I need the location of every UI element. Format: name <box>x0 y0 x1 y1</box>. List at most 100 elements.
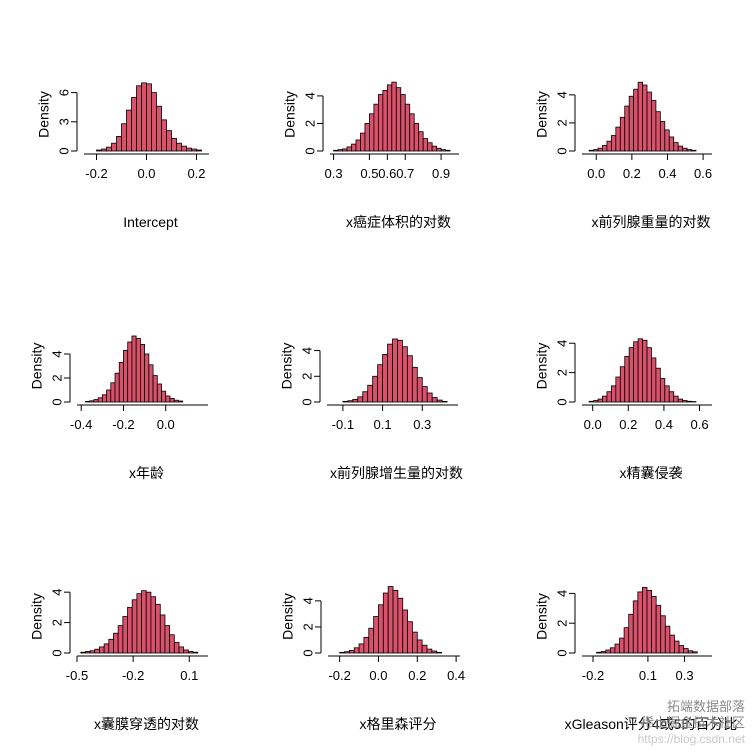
x-tick-label: 0.0 <box>137 166 155 181</box>
histogram-bar <box>668 391 675 403</box>
x-tick-label: 0.4 <box>655 417 673 432</box>
x-axis-title: x格里森评分 <box>360 716 437 732</box>
histogram-bar <box>123 349 129 403</box>
histogram-bar <box>173 641 180 654</box>
histogram-bar <box>151 92 157 152</box>
histogram-bar <box>412 631 418 654</box>
x-tick-label: 0.2 <box>619 417 637 432</box>
histogram-bar <box>171 137 177 152</box>
histogram-bar <box>440 149 446 152</box>
histogram-bar <box>397 339 403 403</box>
histogram-bar <box>99 646 105 654</box>
histogram-bar <box>593 400 599 403</box>
histogram-bar <box>406 355 413 403</box>
x-tick-label: 0.6 <box>690 417 708 432</box>
histogram-bar <box>114 372 120 403</box>
histogram-bar <box>633 88 639 152</box>
y-axis-title: Density <box>534 343 550 390</box>
x-tick-label: 0.7 <box>396 166 414 181</box>
histogram-bar <box>387 586 394 654</box>
x-axis-title: xGleason评分4或5的百分比 <box>565 716 738 732</box>
y-tick-label: 2 <box>554 119 569 126</box>
histogram-bar <box>416 639 423 654</box>
histogram-bar <box>427 142 433 152</box>
watermark-line2: 稀土掘金技术社区 <box>640 715 745 730</box>
histogram-bar <box>610 385 617 403</box>
histogram-bar <box>436 651 442 654</box>
histogram-bar <box>402 609 408 654</box>
histogram-bar <box>421 644 428 654</box>
x-tick-label: 0.1 <box>180 668 198 683</box>
histogram-bar <box>615 376 621 403</box>
histogram-bar <box>344 651 350 654</box>
histogram-bar <box>691 149 697 152</box>
histogram-bar <box>445 149 451 152</box>
histogram-panel-1: -0.2 0.0 0.2 0 3 6 Density Intercept <box>36 82 209 230</box>
histogram-bar <box>628 347 635 403</box>
y-axis-title: Density <box>534 593 550 640</box>
histogram-bar <box>382 90 388 152</box>
histogram-bar <box>673 142 679 152</box>
x-tick-label: 0.2 <box>623 166 641 181</box>
x-tick-label: 0.4 <box>447 668 465 683</box>
histogram-bar <box>161 390 167 403</box>
histogram-bar <box>692 651 698 654</box>
histogram-bar <box>436 399 443 403</box>
x-tick-label: -0.2 <box>582 668 604 683</box>
histogram-bar <box>395 87 402 152</box>
histogram-bar <box>682 147 688 152</box>
y-tick-label: 2 <box>49 374 64 381</box>
histogram-bar <box>431 650 438 654</box>
histogram-bar <box>411 366 418 403</box>
histogram-bar <box>355 139 361 152</box>
histogram-bar <box>686 400 692 403</box>
histogram-bar <box>422 138 429 152</box>
histogram-bar <box>358 643 365 654</box>
histogram-bar <box>333 149 339 152</box>
histogram-bar <box>357 396 364 403</box>
histogram-bar <box>191 148 197 152</box>
histogram-bar <box>409 113 415 152</box>
histogram-bar <box>382 592 389 654</box>
histogram-bar <box>682 400 688 403</box>
y-tick-label: 4 <box>554 340 569 347</box>
x-tick-label: 0.3 <box>325 166 343 181</box>
histogram-bar <box>619 116 626 152</box>
histogram-bar <box>131 335 137 403</box>
histogram-bar <box>651 100 657 152</box>
histogram-bar <box>145 591 152 654</box>
histogram-bar <box>431 397 438 403</box>
histogram-bar <box>144 353 150 403</box>
y-tick-label: 0 <box>302 147 317 154</box>
histogram-bar <box>588 149 594 152</box>
histogram-panel-3: 0.0 0.2 0.4 0.6 0 2 4 Density x前列腺重量的对数 <box>534 81 712 230</box>
histogram-bar <box>655 367 661 403</box>
histogram-bar <box>110 382 116 403</box>
y-tick-label: 4 <box>49 589 64 596</box>
histogram-bar <box>146 83 152 152</box>
histogram-bar <box>668 136 675 152</box>
histogram-bar <box>628 613 634 654</box>
histogram-bar <box>597 147 603 152</box>
histogram-bar <box>673 395 679 403</box>
x-axis-title: x前列腺重量的对数 <box>592 214 711 230</box>
x-tick-label: 0.9 <box>432 166 450 181</box>
histogram-bar <box>441 400 448 403</box>
histogram-bar <box>426 392 433 403</box>
watermark-url: https://blog.csdn.net <box>637 732 745 746</box>
histogram-bar <box>348 649 355 654</box>
histogram-bar <box>364 123 370 152</box>
histogram-bar <box>659 121 666 152</box>
x-tick-label: 0.1 <box>374 417 392 432</box>
histogram-bar <box>80 651 86 654</box>
histogram-bar <box>646 590 652 654</box>
histogram-bar <box>136 593 142 654</box>
histogram-bar <box>628 95 635 152</box>
y-axis-title: Density <box>280 593 296 640</box>
y-tick-label: 4 <box>300 597 315 604</box>
x-axis-title: Intercept <box>123 214 178 230</box>
histogram-bar <box>597 398 603 403</box>
histogram-bar <box>600 651 607 654</box>
histogram-bar <box>421 386 428 403</box>
histogram-bar <box>686 149 692 152</box>
